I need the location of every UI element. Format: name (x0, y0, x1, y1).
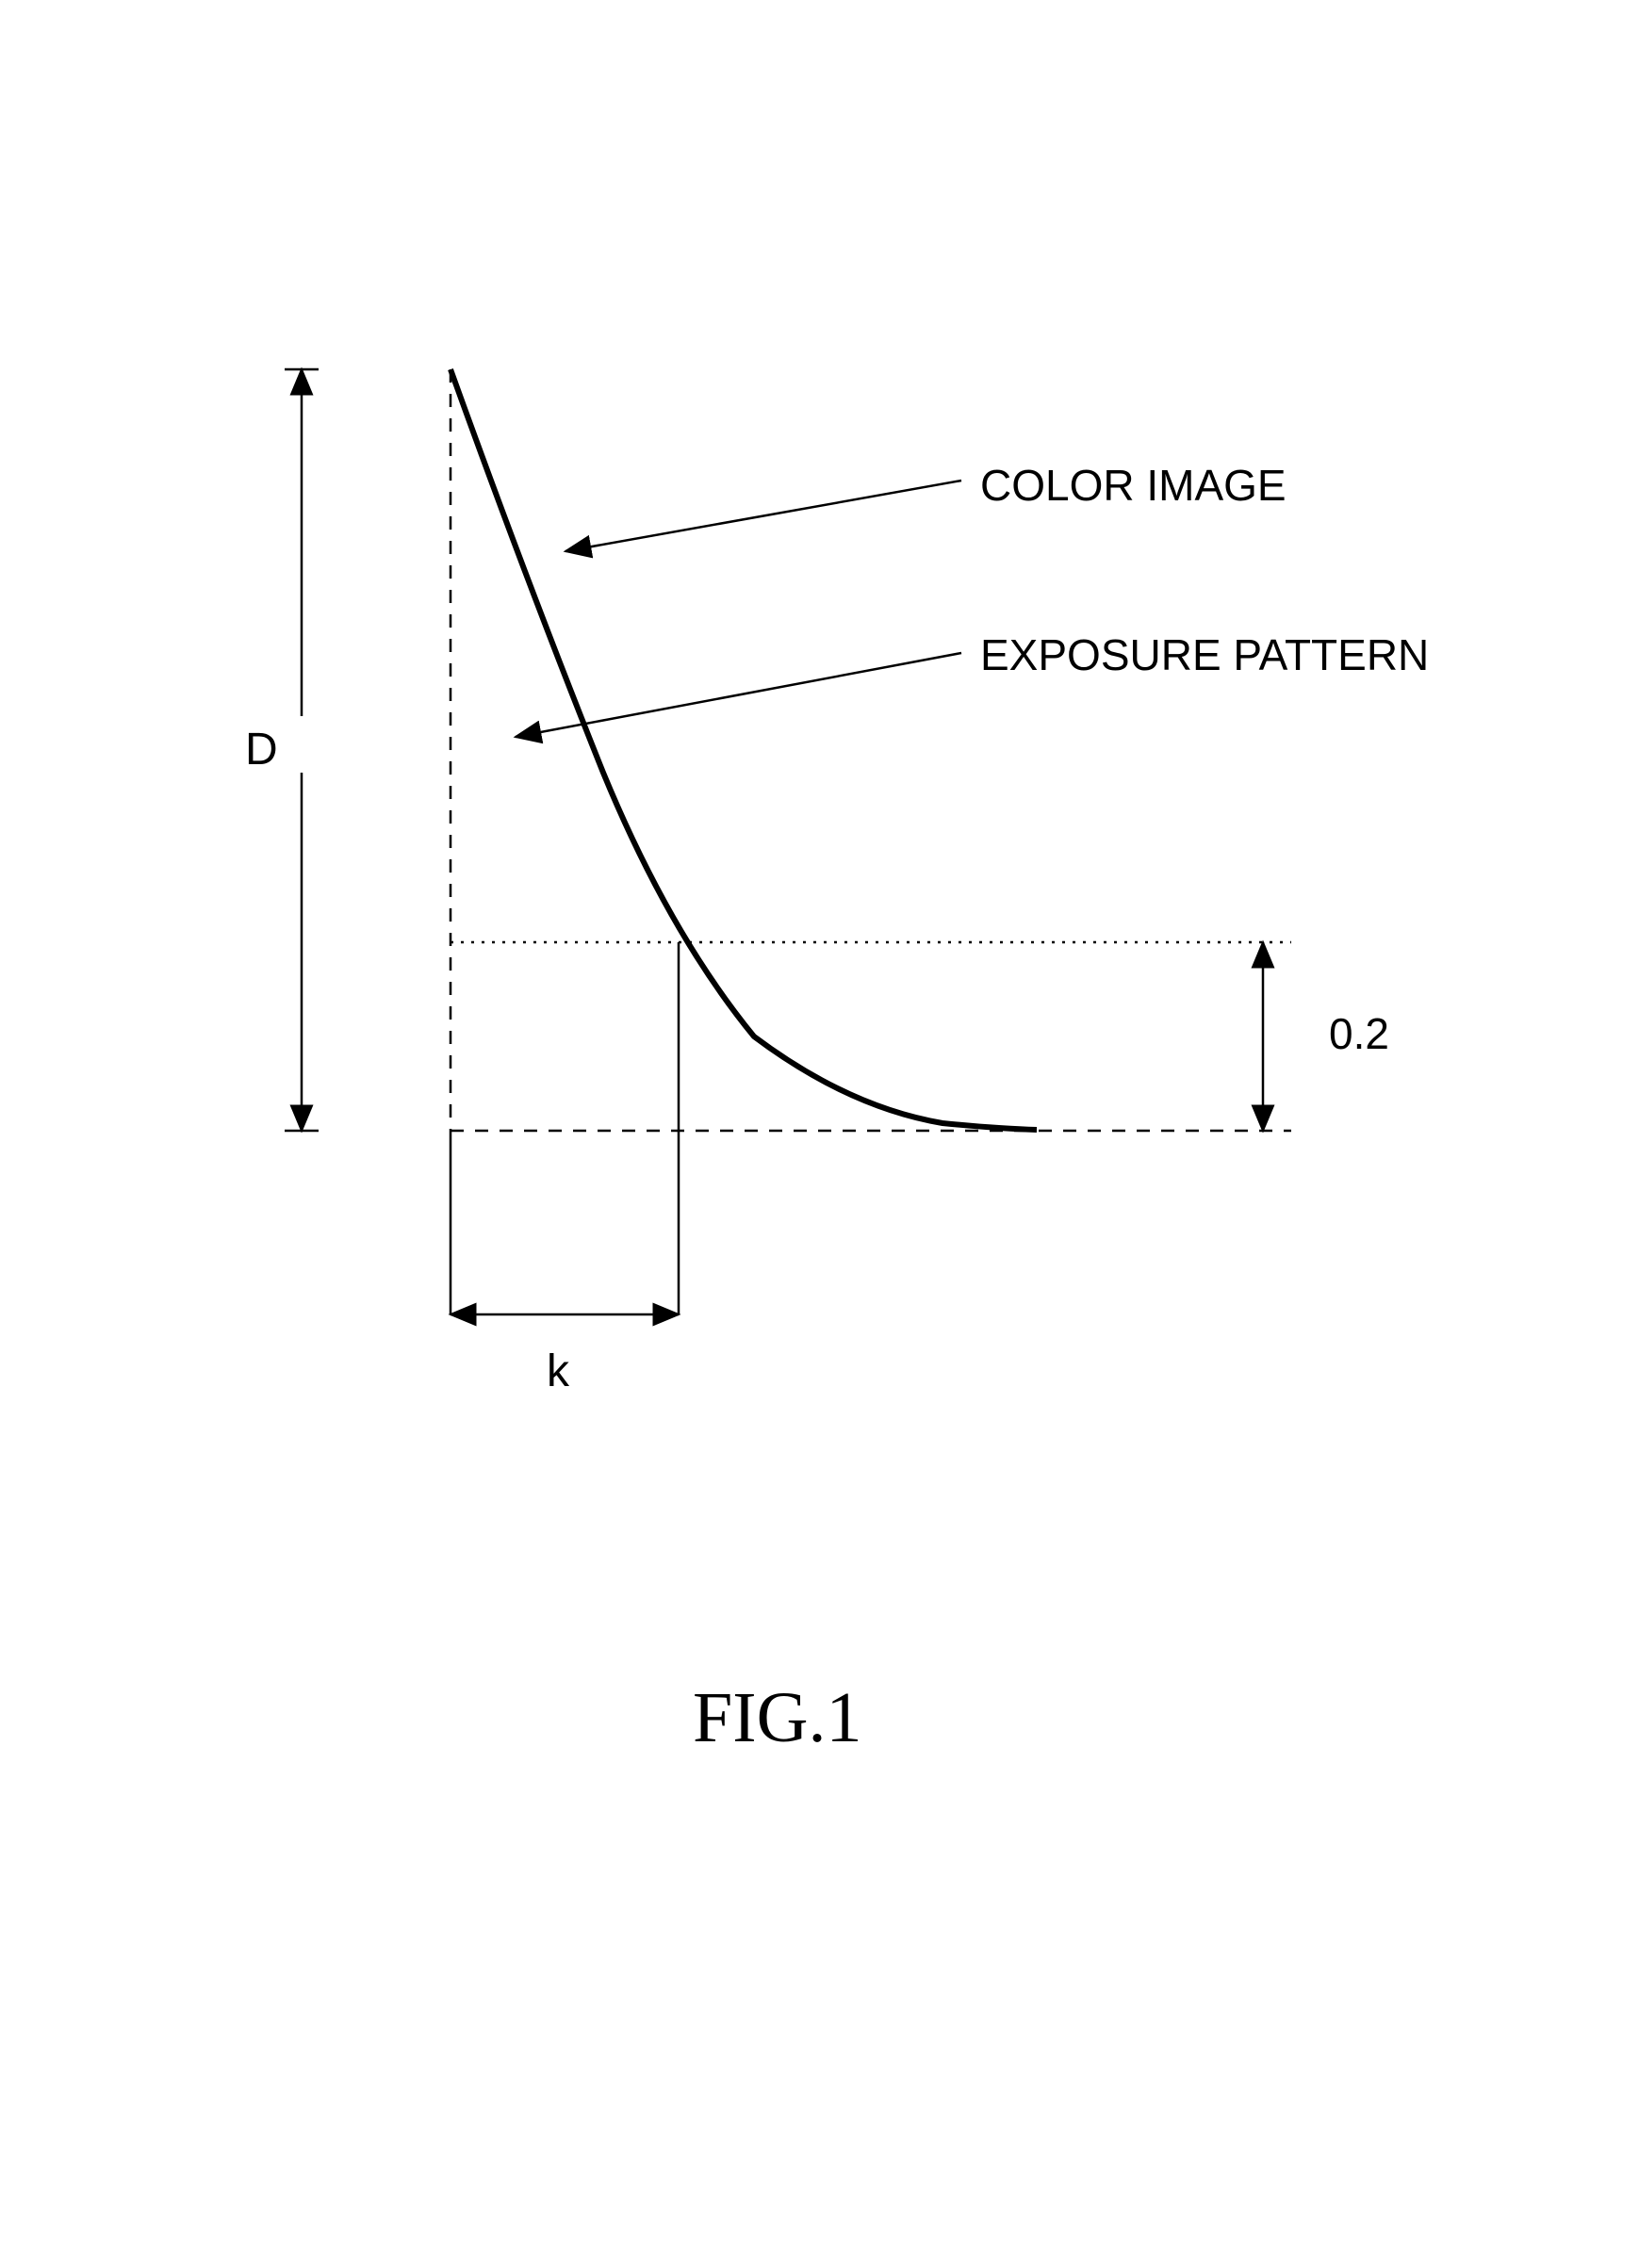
color-image-label: COLOR IMAGE (980, 460, 1287, 511)
figure-title: FIG.1 (693, 1677, 861, 1759)
exposure-pattern-callout-arrow (516, 653, 961, 737)
exposure-pattern-label: EXPOSURE PATTERN (980, 629, 1429, 680)
color-image-callout-arrow (565, 481, 961, 551)
k-label: k (547, 1346, 569, 1397)
figure-container: COLOR IMAGE EXPOSURE PATTERN D k 0.2 FIG… (0, 0, 1639, 2268)
d-label: D (245, 724, 278, 775)
diagram-svg (0, 0, 1639, 2268)
d-dimension-bracket (285, 369, 319, 1131)
value-label: 0.2 (1329, 1008, 1389, 1059)
